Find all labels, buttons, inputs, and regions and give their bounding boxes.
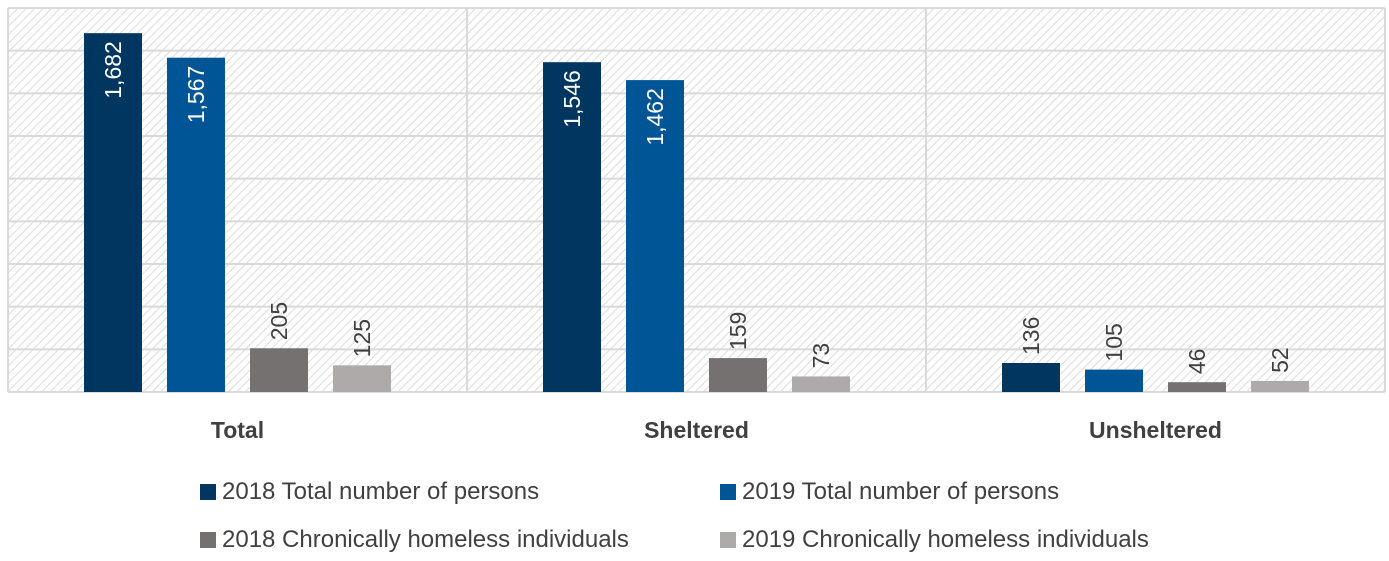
category-label: Unsheltered bbox=[1089, 417, 1222, 443]
legend-swatch bbox=[200, 484, 216, 500]
category-label: Total bbox=[211, 417, 264, 443]
legend-swatch bbox=[720, 532, 736, 548]
legend-item: 2018 Chronically homeless individuals bbox=[200, 526, 629, 554]
data-label: 159 bbox=[725, 312, 751, 350]
data-label: 1,546 bbox=[559, 70, 585, 128]
data-label: 1,682 bbox=[100, 41, 126, 99]
gridlines bbox=[7, 7, 1386, 393]
data-labels: 1,682 1,567 205 125 1,546 1,462 159 73 136 105 46 5… bbox=[100, 41, 1293, 374]
data-label: 46 bbox=[1184, 349, 1210, 375]
legend-item: 2019 Total number of persons bbox=[720, 478, 1059, 506]
bar bbox=[250, 348, 308, 392]
data-label: 125 bbox=[349, 319, 375, 357]
data-label: 1,567 bbox=[183, 66, 209, 124]
bar bbox=[333, 365, 391, 392]
bar bbox=[84, 33, 142, 392]
legend-label: 2019 Chronically homeless individuals bbox=[742, 526, 1149, 553]
bars bbox=[84, 33, 1309, 393]
data-label: 205 bbox=[266, 302, 292, 340]
legend-label: 2019 Total number of persons bbox=[742, 478, 1060, 505]
category-label: Sheltered bbox=[644, 417, 749, 443]
legend: 2018 Total number of persons 2019 Total n… bbox=[0, 470, 1389, 560]
category-axis: Total Sheltered Unsheltered bbox=[211, 417, 1222, 443]
bar bbox=[792, 376, 850, 392]
plot-area bbox=[8, 8, 1385, 392]
legend-label: 2018 Total number of persons bbox=[222, 478, 540, 505]
data-label: 136 bbox=[1018, 317, 1044, 355]
legend-item: 2018 Total number of persons bbox=[200, 478, 539, 506]
legend-swatch bbox=[720, 484, 736, 500]
bar bbox=[167, 57, 225, 392]
bar bbox=[1085, 369, 1143, 392]
legend-label: 2018 Chronically homeless individuals bbox=[222, 526, 629, 553]
chart: 1,682 1,567 205 125 1,546 1,462 159 73 136 105 46 5… bbox=[7, 7, 1386, 443]
data-label: 105 bbox=[1101, 323, 1127, 361]
bar bbox=[626, 80, 684, 393]
data-label: 52 bbox=[1267, 347, 1293, 373]
legend-item: 2019 Chronically homeless individuals bbox=[720, 526, 1149, 554]
data-label: 1,462 bbox=[642, 88, 668, 146]
data-label: 73 bbox=[808, 343, 834, 369]
bar bbox=[709, 358, 767, 392]
bar bbox=[543, 62, 601, 392]
bar bbox=[1002, 362, 1060, 392]
legend-swatch bbox=[200, 532, 216, 548]
bar bbox=[1251, 380, 1309, 392]
bar bbox=[1168, 382, 1226, 392]
